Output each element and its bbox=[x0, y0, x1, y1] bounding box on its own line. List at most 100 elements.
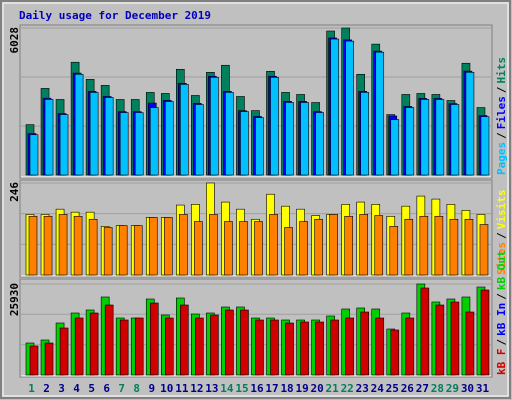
bar bbox=[225, 92, 234, 176]
bar bbox=[375, 317, 385, 376]
legend-entry: Sites bbox=[495, 242, 508, 275]
x-tick-label: 12 bbox=[190, 382, 203, 395]
bar bbox=[163, 217, 173, 276]
bar bbox=[420, 287, 430, 376]
bar bbox=[224, 221, 233, 276]
bar bbox=[450, 104, 460, 176]
bar bbox=[29, 345, 39, 376]
bar bbox=[119, 319, 129, 376]
bar bbox=[44, 99, 54, 176]
legend-separator: / bbox=[495, 86, 508, 93]
chart-title: Daily usage for December 2019 bbox=[19, 9, 211, 22]
x-tick-label: 4 bbox=[73, 382, 80, 395]
bar bbox=[449, 218, 459, 276]
bar bbox=[194, 221, 203, 276]
bar bbox=[360, 311, 370, 376]
bar bbox=[89, 92, 99, 176]
bar bbox=[419, 215, 429, 276]
bar bbox=[390, 119, 400, 176]
x-tick-label: 10 bbox=[160, 382, 173, 395]
bar bbox=[195, 104, 204, 176]
x-tick-label: 30 bbox=[461, 382, 474, 395]
x-tick-label: 20 bbox=[311, 382, 324, 395]
bar bbox=[255, 117, 264, 176]
legend: Sites / Visits bbox=[495, 190, 508, 276]
bar bbox=[59, 114, 69, 176]
bar bbox=[420, 99, 430, 176]
legend-separator: / bbox=[495, 339, 508, 346]
y-tick-label: 246 bbox=[8, 182, 21, 202]
bar bbox=[104, 304, 114, 376]
x-tick-label: 17 bbox=[265, 382, 278, 395]
x-tick-label: 11 bbox=[175, 382, 189, 395]
legend-entry: Hits bbox=[495, 57, 508, 84]
x-tick-label: 31 bbox=[476, 382, 490, 395]
bar bbox=[89, 312, 99, 376]
bar bbox=[345, 40, 354, 176]
bar bbox=[240, 111, 249, 176]
bar bbox=[134, 317, 144, 376]
legend-entry: kB F bbox=[495, 349, 508, 376]
bar bbox=[149, 302, 159, 376]
bar bbox=[269, 214, 278, 276]
panels: 6028Pages/Files/Hits246Sites/Visits25930… bbox=[8, 24, 508, 395]
bar bbox=[284, 227, 293, 276]
bar bbox=[270, 77, 279, 176]
bar bbox=[450, 301, 460, 376]
x-tick-label: 14 bbox=[220, 382, 234, 395]
x-tick-label: 29 bbox=[446, 382, 459, 395]
bar bbox=[435, 304, 445, 376]
bar bbox=[329, 214, 338, 276]
bar bbox=[210, 314, 219, 376]
bar bbox=[73, 215, 83, 276]
bar bbox=[118, 225, 128, 276]
bar bbox=[29, 134, 39, 176]
bar bbox=[103, 227, 113, 276]
x-tick-label: 13 bbox=[205, 382, 218, 395]
bar bbox=[119, 112, 129, 176]
bar bbox=[330, 38, 339, 176]
x-tick-label: 23 bbox=[356, 382, 369, 395]
bar bbox=[209, 214, 218, 276]
bar bbox=[180, 304, 189, 376]
bar bbox=[344, 215, 353, 276]
x-tick-label: 6 bbox=[103, 382, 110, 395]
bar bbox=[315, 112, 324, 176]
bar bbox=[360, 92, 370, 176]
x-tick-label: 8 bbox=[133, 382, 140, 395]
bar bbox=[405, 317, 415, 376]
bar bbox=[390, 329, 400, 376]
bar bbox=[465, 311, 475, 376]
bar bbox=[149, 107, 159, 176]
y-tick-label: 6028 bbox=[8, 27, 21, 54]
x-tick-label: 21 bbox=[326, 382, 340, 395]
bar bbox=[44, 342, 54, 376]
bar bbox=[314, 218, 323, 276]
x-tick-label: 18 bbox=[280, 382, 293, 395]
legend-entry: Pages bbox=[495, 142, 508, 175]
legend-separator: / bbox=[495, 132, 508, 139]
x-tick-label: 25 bbox=[386, 382, 399, 395]
bar bbox=[195, 317, 204, 376]
legend: Pages / Files / Hits bbox=[495, 57, 508, 175]
x-tick-label: 2 bbox=[43, 382, 50, 395]
bar bbox=[404, 218, 414, 276]
bar bbox=[74, 74, 84, 176]
bar bbox=[180, 84, 189, 176]
bar bbox=[315, 321, 324, 376]
x-tick-label: 1 bbox=[28, 382, 35, 395]
x-tick-label: 22 bbox=[341, 382, 354, 395]
bar bbox=[254, 221, 263, 276]
x-tick-label: 3 bbox=[58, 382, 65, 395]
y-tick-label: 25930 bbox=[8, 283, 21, 316]
bar bbox=[285, 322, 294, 376]
bar bbox=[134, 112, 144, 176]
legend-entry: Files bbox=[495, 96, 508, 129]
bar bbox=[480, 116, 490, 176]
bar bbox=[74, 317, 84, 376]
legend-entry: kB In bbox=[495, 303, 508, 336]
bar bbox=[210, 77, 219, 176]
bar bbox=[270, 319, 279, 376]
